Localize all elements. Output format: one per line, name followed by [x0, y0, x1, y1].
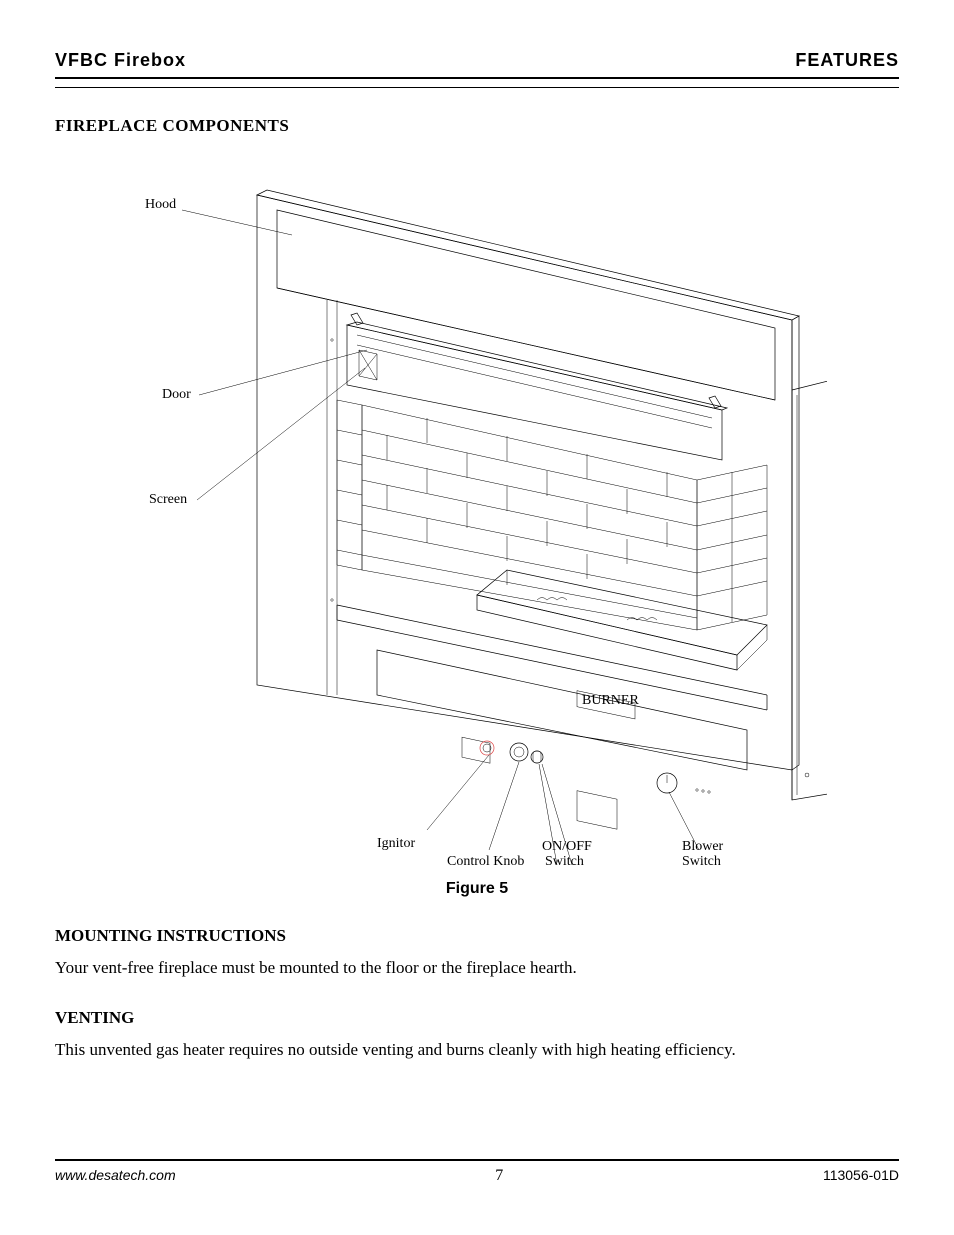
header-model: VFBC Firebox [55, 50, 186, 71]
callout-blower-line1: Blower [682, 839, 724, 854]
footer-row: www.desatech.com 7 113056-01D [55, 1167, 899, 1185]
header-rule-bottom [55, 87, 899, 88]
footer-rule [55, 1159, 899, 1161]
venting-title: VENTING [55, 1008, 899, 1028]
footer-left: www.desatech.com [55, 1167, 176, 1185]
mounting-title: MOUNTING INSTRUCTIONS [55, 926, 899, 946]
callout-lines [182, 210, 699, 865]
figure-caption-text: Figure 5 [446, 880, 508, 897]
page: VFBC Firebox FEATURES FIREPLACE COMPONEN… [0, 0, 954, 1235]
callout-onoff-line1: ON/OFF [542, 839, 592, 854]
footer-right: 113056-01D [823, 1167, 899, 1185]
footer-page: 7 [495, 1167, 503, 1185]
callout-blower-line2: Switch [682, 854, 721, 869]
header-rule-top [55, 77, 899, 79]
callout-onoff-line2: Switch [545, 854, 584, 869]
section-title: FIREPLACE COMPONENTS [55, 116, 899, 136]
firebox-outline: BURNER [257, 190, 827, 829]
callout-screen: Screen [149, 492, 187, 507]
figure-caption: Figure 5 [55, 880, 899, 898]
burner-tray: BURNER [477, 570, 767, 719]
fireplace-diagram: BURNER [127, 150, 827, 870]
figure-container: BURNER [55, 150, 899, 870]
callout-hood: Hood [145, 197, 176, 212]
callout-ignitor: Ignitor [377, 836, 415, 851]
callout-door: Door [162, 387, 191, 402]
header-section: FEATURES [795, 50, 899, 71]
callout-control: Control Knob [447, 854, 524, 869]
venting-body: This unvented gas heater requires no out… [55, 1038, 899, 1062]
footer: www.desatech.com 7 113056-01D [55, 1159, 899, 1185]
brick-back [362, 405, 697, 630]
header-block: VFBC Firebox FEATURES [55, 50, 899, 71]
mounting-body: Your vent-free fireplace must be mounted… [55, 956, 899, 980]
